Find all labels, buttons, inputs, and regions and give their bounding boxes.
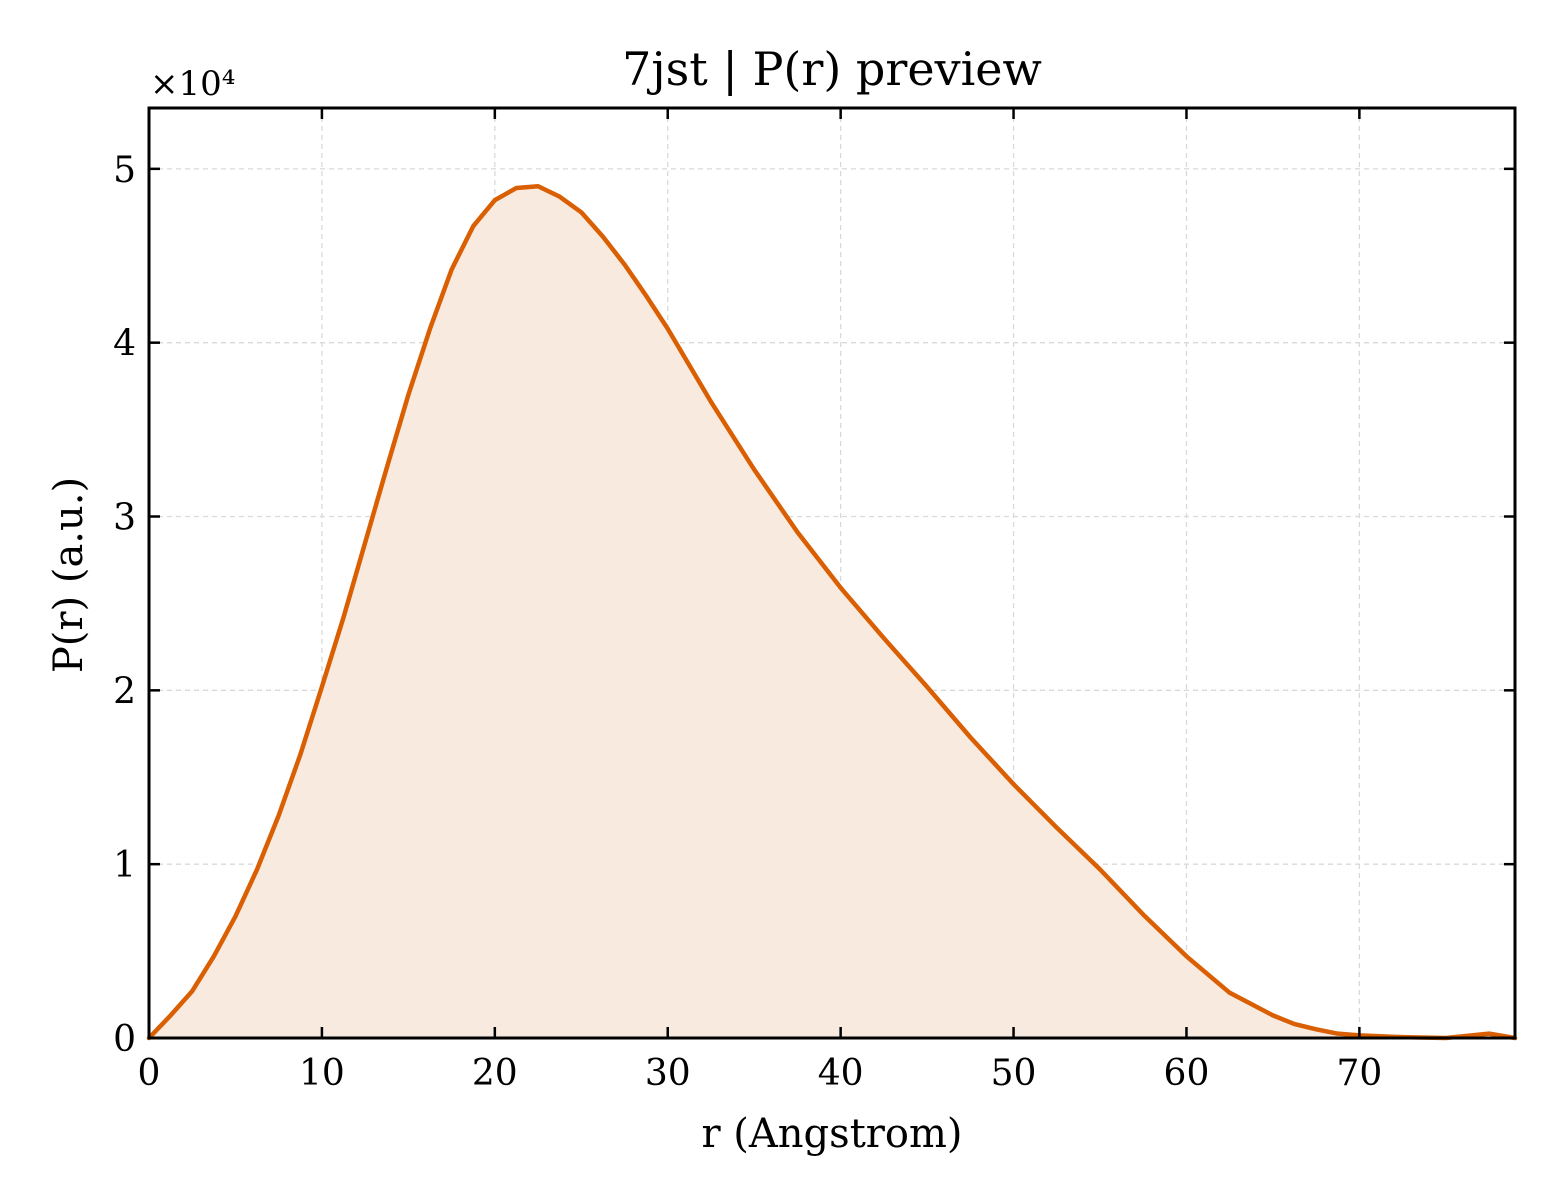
x-tick-label: 0 [138,1053,161,1094]
series-area-fill [149,186,1515,1039]
axis-ticks: 0 10 20 30 40 50 60 70 0 1 2 3 4 5 [113,108,1515,1094]
y-tick-label: 2 [113,671,136,712]
x-tick-label: 60 [1164,1053,1210,1094]
x-tick-label: 20 [472,1053,518,1094]
chart-title: 7jst | P(r) preview [622,42,1042,96]
x-tick-label: 70 [1336,1053,1382,1094]
y-tick-label: 5 [113,150,136,191]
x-tick-label: 10 [299,1053,345,1094]
x-axis-label: r (Angstrom) [701,1111,962,1157]
x-tick-label: 50 [991,1053,1037,1094]
plot-frame [147,106,1517,1040]
y-tick-label: 1 [113,845,136,886]
y-axis-label: P(r) (a.u.) [46,477,92,673]
x-tick-label: 30 [645,1053,691,1094]
x-tick-label: 40 [818,1053,864,1094]
series-line [146,183,1518,1041]
y-tick-label: 3 [113,498,136,539]
y-axis-multiplier: ×10⁴ [150,64,235,104]
y-tick-label: 0 [113,1019,136,1060]
y-tick-label: 4 [113,324,136,365]
